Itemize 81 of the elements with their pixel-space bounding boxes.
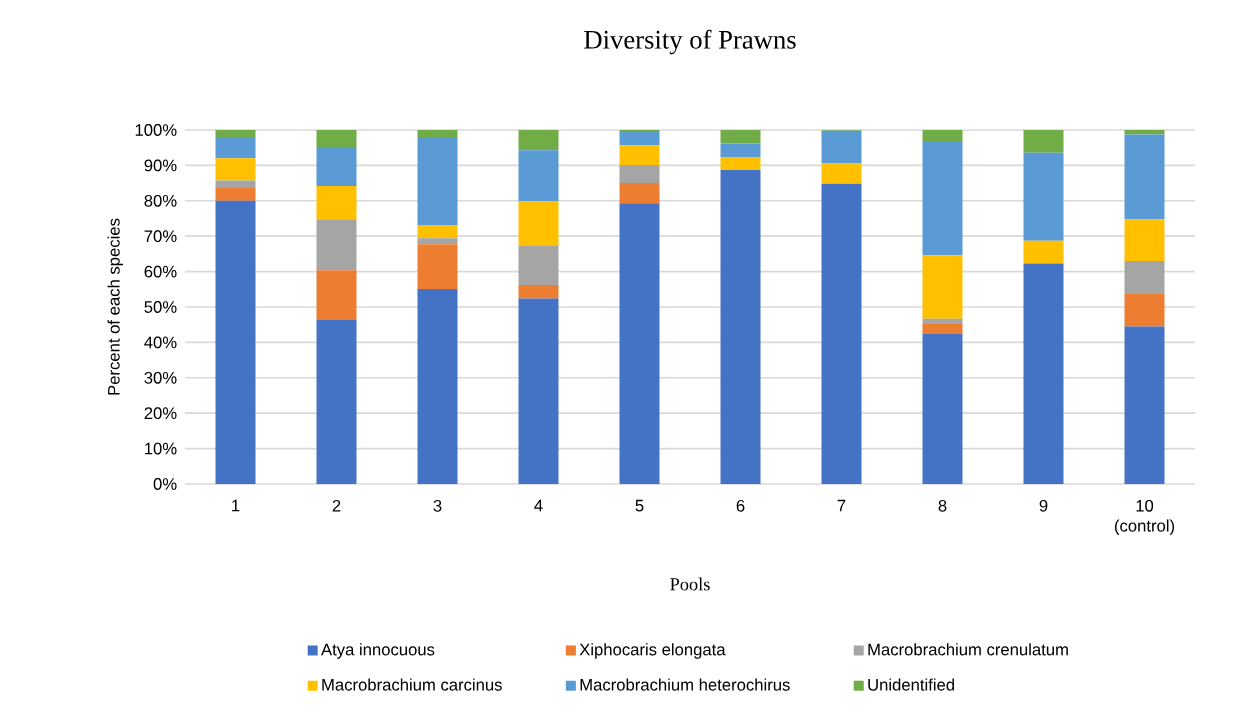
bar: [720, 129, 761, 144]
y-tick-label: 30%: [144, 371, 177, 384]
y-tick-label: 80%: [144, 194, 177, 207]
bar: [821, 130, 862, 164]
y-tick-label: 50%: [144, 301, 177, 313]
bar: [417, 129, 458, 138]
bar: [215, 188, 256, 201]
bar: [417, 225, 458, 239]
bar: [1124, 260, 1165, 294]
bar: [1124, 326, 1165, 484]
bar: [518, 150, 559, 202]
x-axis-title: Pools: [670, 577, 710, 591]
bar: [316, 270, 357, 321]
bar: [922, 255, 963, 319]
x-tick-label: 8: [938, 499, 947, 512]
bar: [316, 129, 357, 147]
bar: [720, 143, 761, 157]
x-tick-label: 4: [534, 499, 543, 512]
y-tick-label: 0%: [153, 478, 177, 490]
bar: [922, 129, 963, 141]
legend-label: Macrobrachium heterochirus: [580, 678, 790, 691]
bar: [417, 244, 458, 289]
bar: [1023, 240, 1064, 264]
bar: [922, 333, 963, 484]
bar: [215, 137, 256, 159]
legend-label: Xiphocaris elongata: [579, 643, 726, 659]
bar: [1124, 134, 1165, 220]
bar: [518, 201, 559, 247]
bar: [1124, 293, 1165, 327]
x-tick-label: 3: [433, 499, 442, 512]
legend-label: Unidentified: [868, 678, 955, 691]
bar: [316, 320, 357, 484]
bar: [1124, 219, 1165, 261]
bar: [922, 323, 963, 334]
y-tick-label: 20%: [144, 407, 177, 420]
bar: [720, 156, 761, 170]
bar: [619, 145, 660, 166]
y-tick-label: 10%: [145, 442, 177, 455]
x-tick-label: 5: [635, 499, 644, 512]
bar: [1124, 129, 1165, 135]
bar: [619, 183, 660, 204]
y-tick-label: 100%: [135, 124, 177, 136]
x-tick-label: 9: [1039, 499, 1048, 512]
x-tick-label: 6: [736, 499, 745, 512]
bar: [417, 288, 458, 484]
bar: [316, 146, 357, 186]
bar: [316, 185, 357, 220]
x-tick-label: 10 (control): [1114, 499, 1175, 535]
bar: [518, 298, 559, 484]
bar: [518, 246, 559, 286]
bar: [619, 203, 660, 484]
y-axis-title: Percent of each species: [107, 218, 124, 395]
legend-label: Macrobrachium carcinus: [322, 678, 502, 691]
bar: [619, 131, 660, 146]
bar: [215, 158, 256, 181]
legend-label: Atya innocuous: [321, 643, 435, 659]
y-tick-label: 40%: [144, 336, 177, 349]
y-tick-label: 70%: [144, 230, 177, 243]
bar: [1023, 129, 1064, 153]
x-tick-label: 7: [837, 499, 846, 512]
bar: [1023, 263, 1064, 484]
bar: [518, 129, 559, 151]
bar: [316, 219, 357, 271]
x-tick-label: 2: [332, 499, 341, 512]
y-tick-label: 90%: [144, 159, 177, 172]
legend-label: Macrobrachium crenulatum: [868, 643, 1068, 656]
bar: [821, 163, 862, 184]
chart-title: Diversity of Prawns: [584, 29, 796, 55]
x-tick-label: 1: [232, 499, 240, 512]
bar: [821, 183, 862, 484]
bar: [417, 238, 458, 245]
bar: [619, 165, 660, 184]
bar: [720, 170, 761, 484]
bar: [922, 140, 963, 256]
bar: [518, 285, 559, 299]
bar: [215, 129, 256, 138]
bar: [215, 200, 256, 484]
bar: [215, 180, 256, 189]
bar: [1023, 152, 1064, 241]
y-tick-label: 60%: [144, 265, 177, 278]
bar: [417, 137, 458, 226]
